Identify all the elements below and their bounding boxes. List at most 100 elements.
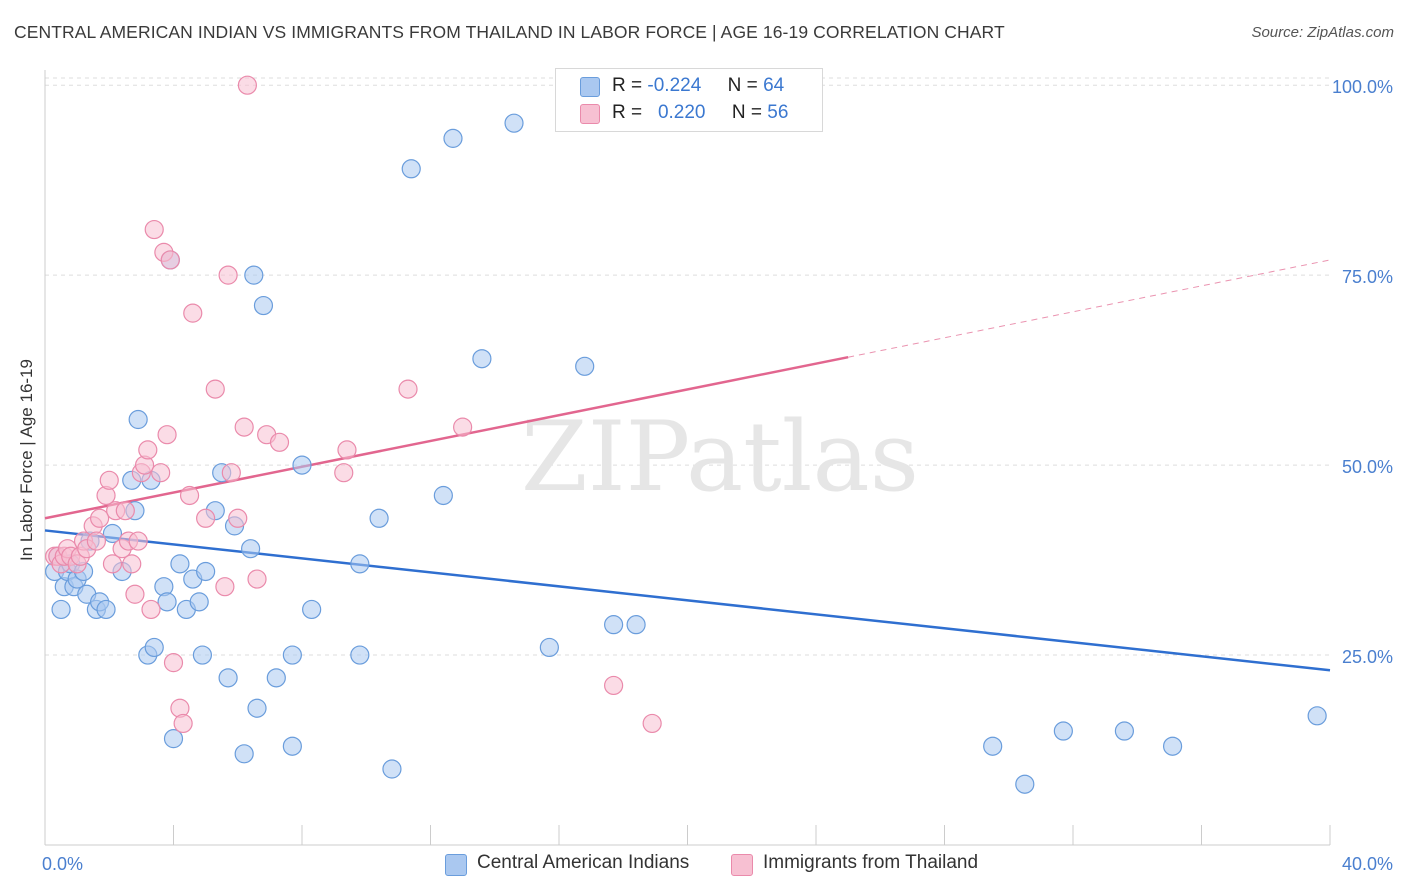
point-immigrants-from-thailand [337,440,357,460]
legend-r-value: -0.224 [647,75,702,96]
point-central-american-indians [218,668,238,688]
legend-n-value: 64 [763,75,785,96]
point-immigrants-from-thailand [247,569,267,589]
point-immigrants-from-thailand [144,219,164,240]
trend-lines [44,259,1331,672]
point-central-american-indians [196,561,216,582]
trend-line [44,355,849,520]
point-immigrants-from-thailand [183,303,203,323]
point-central-american-indians [266,668,286,688]
chart-title: CENTRAL AMERICAN INDIAN VS IMMIGRANTS FR… [14,22,1005,42]
legend-n-value: 56 [767,102,789,123]
point-immigrants-from-thailand [196,508,216,528]
point-central-american-indians [626,615,646,635]
point-immigrants-from-thailand [334,463,354,483]
trend-line-extension [848,259,1331,358]
legend-label: Immigrants from Thailand [763,852,979,873]
point-central-american-indians [1114,721,1135,741]
point-immigrants-from-thailand [160,250,180,270]
point-central-american-indians [539,637,559,658]
point-central-american-indians [163,729,184,749]
point-central-american-indians [282,645,302,665]
y-tick-label: 75.0% [1342,267,1393,287]
axes [44,70,1331,846]
point-central-american-indians [247,698,267,718]
point-central-american-indians [983,736,1003,756]
point-central-american-indians [382,759,402,779]
legend-n-label: N = [727,75,758,96]
point-immigrants-from-thailand [90,508,110,528]
point-central-american-indians [189,592,209,612]
y-tick-label: 25.0% [1342,647,1393,667]
point-central-american-indians [128,409,148,430]
point-immigrants-from-thailand [141,599,161,620]
legend-swatch-blue [445,854,467,876]
watermark: ZIPatlas [521,401,919,513]
point-central-american-indians [241,539,261,559]
point-central-american-indians [401,159,421,179]
y-tick-label: 50.0% [1342,457,1393,477]
legend-swatch-pink [731,854,753,876]
point-central-american-indians [350,554,370,574]
point-central-american-indians [350,645,370,665]
point-central-american-indians [51,599,71,620]
point-immigrants-from-thailand [157,425,177,445]
point-immigrants-from-thailand [138,440,158,460]
grid-lines [45,77,1330,656]
point-immigrants-from-thailand [99,470,119,490]
legend-r-label: R = [612,75,643,96]
point-central-american-indians [170,554,190,574]
point-central-american-indians [472,349,492,369]
legend-swatch-blue [580,77,600,97]
data-points [45,75,1327,794]
x-tick-label: 40.0% [1342,854,1393,874]
point-central-american-indians [575,356,595,376]
point-immigrants-from-thailand [234,417,254,437]
point-central-american-indians [234,744,254,764]
point-immigrants-from-thailand [215,577,235,597]
point-central-american-indians [302,599,322,620]
point-central-american-indians [244,265,264,285]
point-central-american-indians [292,455,312,475]
point-central-american-indians [144,637,164,658]
tick-labels: 25.0% 50.0% 75.0% 100.0% 0.0% 40.0% [42,77,1393,874]
point-central-american-indians [1307,706,1327,726]
point-immigrants-from-thailand [173,713,193,734]
point-immigrants-from-thailand [125,584,145,604]
point-central-american-indians [282,736,302,756]
point-central-american-indians [504,113,524,133]
point-immigrants-from-thailand [604,675,624,696]
point-immigrants-from-thailand [122,554,142,574]
point-immigrants-from-thailand [269,432,290,452]
point-immigrants-from-thailand [398,379,418,399]
point-central-american-indians [443,128,463,148]
point-central-american-indians [604,615,624,635]
point-immigrants-from-thailand [228,508,248,528]
point-immigrants-from-thailand [128,531,148,551]
correlation-legend: R = -0.224 N = 64 R = 0.220 N = 56 [555,68,823,132]
point-central-american-indians [192,645,213,665]
point-central-american-indians [1015,774,1035,794]
trend-line [44,529,1331,672]
legend-r-value: 0.220 [657,102,706,123]
legend-label: Central American Indians [477,852,690,873]
point-immigrants-from-thailand [86,531,107,551]
legend-r-label: R = [612,102,643,123]
point-central-american-indians [433,485,453,506]
source-credit: Source: ZipAtlas.com [1251,24,1394,41]
point-central-american-indians [96,599,116,620]
point-immigrants-from-thailand [237,75,257,95]
y-axis-label: In Labor Force | Age 16-19 [17,359,36,561]
point-immigrants-from-thailand [205,379,225,399]
point-immigrants-from-thailand [642,713,662,734]
point-immigrants-from-thailand [102,554,123,574]
point-central-american-indians [253,295,274,316]
point-central-american-indians [369,508,389,528]
point-immigrants-from-thailand [218,265,238,285]
point-immigrants-from-thailand [179,485,200,506]
legend-swatch-pink [580,104,600,124]
point-immigrants-from-thailand [221,463,241,483]
point-immigrants-from-thailand [163,653,184,673]
legend-n-label: N = [731,102,763,123]
